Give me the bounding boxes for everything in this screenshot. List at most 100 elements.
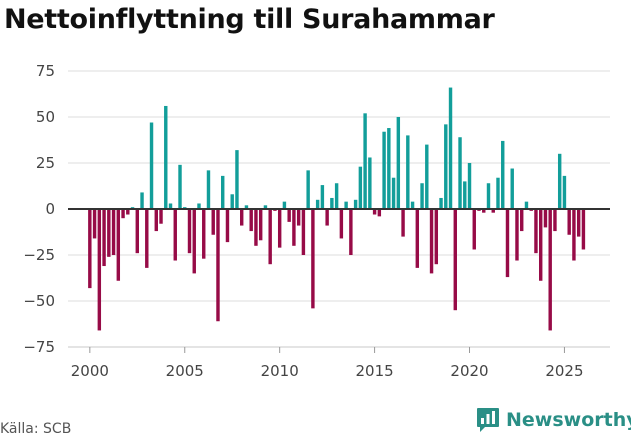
bar xyxy=(202,209,206,259)
bar xyxy=(353,199,358,209)
bar xyxy=(458,137,462,209)
bar xyxy=(368,157,372,209)
bar xyxy=(334,183,339,209)
bar xyxy=(576,209,581,237)
bar xyxy=(396,117,401,209)
bar xyxy=(88,209,92,289)
bar xyxy=(496,177,500,209)
brand-logo[interactable]: Newsworthy xyxy=(476,407,631,433)
bar xyxy=(553,209,557,232)
bar xyxy=(192,209,196,274)
newsworthy-logo-icon xyxy=(477,408,499,432)
chart-title: Nettoinflyttning till Surahammar xyxy=(4,4,495,35)
bar xyxy=(572,209,576,261)
bar xyxy=(111,209,116,255)
bar xyxy=(501,140,505,209)
bar xyxy=(235,150,239,209)
bars xyxy=(88,87,586,331)
bar xyxy=(557,153,562,209)
y-tick-label: 25 xyxy=(36,154,55,172)
bar xyxy=(296,209,301,226)
bar xyxy=(292,209,296,246)
bar xyxy=(301,209,306,255)
bar xyxy=(548,209,552,331)
x-tick-label: 2010 xyxy=(261,362,299,380)
bar xyxy=(377,209,382,217)
y-tick-label: 50 xyxy=(36,108,55,126)
bar xyxy=(221,175,225,209)
bar xyxy=(349,209,353,255)
bar xyxy=(187,209,192,254)
bar xyxy=(463,181,467,209)
bar xyxy=(92,209,97,239)
bar xyxy=(391,177,396,209)
bar xyxy=(216,209,220,322)
bar xyxy=(149,122,154,209)
brand-name: Newsworthy xyxy=(506,409,631,431)
bar xyxy=(439,197,443,209)
bar xyxy=(159,209,163,224)
bar xyxy=(102,209,106,267)
bar xyxy=(244,205,249,209)
bar xyxy=(197,203,201,209)
bar xyxy=(320,185,325,209)
bar xyxy=(510,168,514,209)
y-tick-label: 75 xyxy=(36,62,55,80)
bar xyxy=(534,209,538,254)
bar xyxy=(339,209,344,239)
bar xyxy=(429,209,434,274)
bar xyxy=(567,209,571,235)
bar xyxy=(306,170,310,209)
bar xyxy=(315,199,320,209)
bar xyxy=(330,197,334,209)
bar xyxy=(543,209,548,228)
bar xyxy=(562,175,567,209)
y-tick-label: 0 xyxy=(45,200,55,218)
bar xyxy=(282,201,287,209)
bar xyxy=(178,164,182,209)
bar xyxy=(268,209,272,265)
bar xyxy=(520,209,524,232)
bar xyxy=(211,209,215,235)
bar xyxy=(453,209,457,311)
bar xyxy=(382,131,386,209)
bar xyxy=(249,209,253,232)
bar xyxy=(539,209,543,281)
x-tick-label: 2005 xyxy=(166,362,204,380)
bar xyxy=(524,201,529,209)
bar xyxy=(491,209,495,213)
source-note: Källa: SCB xyxy=(0,421,72,437)
bar xyxy=(406,135,410,209)
bar xyxy=(168,203,173,209)
y-tick-label: −25 xyxy=(23,246,55,264)
bar xyxy=(387,128,391,209)
bar xyxy=(287,209,291,222)
bar xyxy=(140,192,144,209)
bar xyxy=(372,209,377,215)
bar xyxy=(254,209,258,246)
bar xyxy=(240,209,244,226)
bar xyxy=(425,144,429,209)
bar xyxy=(482,209,486,213)
bar xyxy=(363,113,367,209)
bar xyxy=(107,209,111,257)
bar xyxy=(581,209,586,250)
bar xyxy=(97,209,102,331)
bar xyxy=(410,201,415,209)
x-axis: 2000 2005 2010 2015 2020 2025 xyxy=(68,346,610,380)
bar xyxy=(358,166,363,209)
bar xyxy=(448,87,453,209)
y-axis-tick-labels: −75 −50 −25 0 25 50 75 xyxy=(23,62,55,356)
bar xyxy=(145,209,149,268)
bar xyxy=(467,163,472,209)
bar xyxy=(126,209,130,215)
bar xyxy=(344,201,348,209)
x-tick-label: 2000 xyxy=(71,362,109,380)
bar xyxy=(444,124,448,209)
bar xyxy=(515,209,519,261)
bar xyxy=(277,209,282,248)
x-tick-label: 2020 xyxy=(450,362,488,380)
bar xyxy=(434,209,439,265)
bar xyxy=(164,105,168,209)
